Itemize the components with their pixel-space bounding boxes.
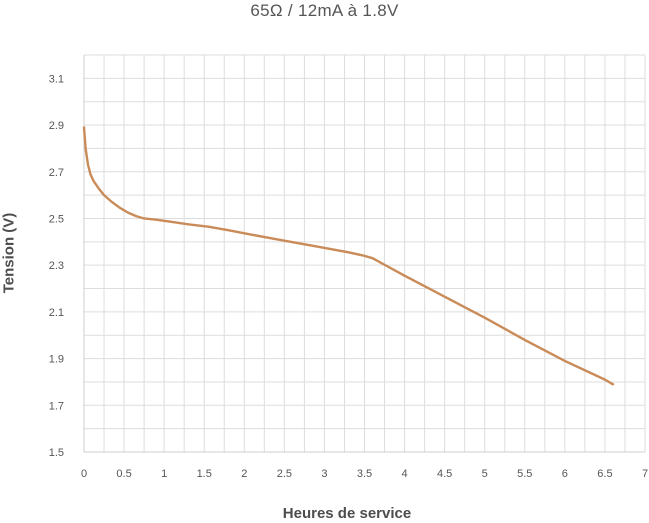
x-tick-label: 5 (482, 468, 488, 480)
x-axis-label: Heures de service (282, 505, 412, 522)
y-tick-label: 1.7 (49, 400, 64, 412)
x-tick-label: 3.5 (357, 468, 372, 480)
x-tick-label: 6.5 (597, 468, 612, 480)
x-tick-label: 1 (161, 468, 167, 480)
y-tick-label: 2.9 (49, 120, 64, 132)
x-tick-label: 1.5 (197, 468, 212, 480)
x-tick-label: 3 (321, 468, 327, 480)
y-tick-label: 1.9 (49, 354, 64, 366)
x-tick-label: 6 (562, 468, 568, 480)
y-tick-label: 3.1 (49, 73, 64, 85)
y-tick-label: 2.1 (49, 307, 64, 319)
y-tick-label: 2.7 (49, 167, 64, 179)
x-tick-label: 5.5 (517, 468, 532, 480)
y-tick-label: 2.3 (49, 260, 64, 272)
x-tick-label: 4.5 (437, 468, 452, 480)
x-tick-label: 0 (81, 468, 87, 480)
x-tick-label: 4 (402, 468, 408, 480)
series-line (82, 126, 615, 386)
x-tick-label: 7 (642, 468, 648, 480)
x-tick-label: 2.5 (277, 468, 292, 480)
x-tick-label: 2 (241, 468, 247, 480)
x-tick-label: 0.5 (116, 468, 131, 480)
y-tick-label: 2.5 (49, 213, 64, 225)
chart-title: 65Ω / 12mA à 1.8V (250, 1, 399, 20)
y-tick-label: 1.5 (49, 447, 64, 459)
